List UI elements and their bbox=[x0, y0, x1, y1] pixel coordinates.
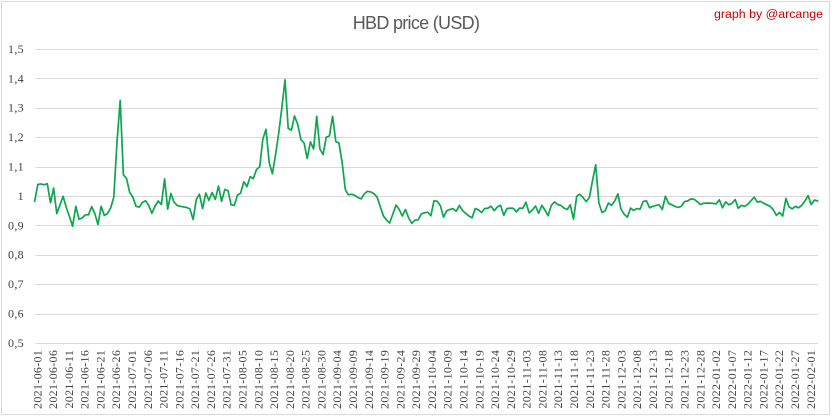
svg-text:2021-12-03: 2021-12-03 bbox=[614, 350, 628, 409]
svg-text:2021-12-18: 2021-12-18 bbox=[662, 350, 676, 409]
svg-text:2021-10-09: 2021-10-09 bbox=[441, 350, 455, 409]
svg-text:2021-07-16: 2021-07-16 bbox=[172, 350, 186, 409]
svg-text:2021-11-23: 2021-11-23 bbox=[583, 350, 597, 409]
svg-text:2021-08-05: 2021-08-05 bbox=[236, 350, 250, 409]
svg-text:2021-08-25: 2021-08-25 bbox=[299, 350, 313, 409]
svg-text:2021-12-13: 2021-12-13 bbox=[646, 350, 660, 409]
svg-text:0,5: 0,5 bbox=[8, 336, 24, 350]
svg-text:1,5: 1,5 bbox=[8, 42, 24, 56]
svg-text:2021-06-11: 2021-06-11 bbox=[62, 350, 76, 409]
svg-text:2021-06-26: 2021-06-26 bbox=[109, 350, 123, 409]
svg-text:2021-10-29: 2021-10-29 bbox=[504, 350, 518, 409]
svg-text:0,8: 0,8 bbox=[8, 248, 24, 262]
svg-text:2021-08-30: 2021-08-30 bbox=[314, 350, 328, 409]
svg-text:2022-01-17: 2022-01-17 bbox=[757, 350, 771, 409]
svg-text:1,1: 1,1 bbox=[8, 160, 24, 174]
svg-text:2021-12-28: 2021-12-28 bbox=[693, 350, 707, 409]
svg-text:2021-09-24: 2021-09-24 bbox=[393, 350, 407, 409]
svg-text:2021-11-18: 2021-11-18 bbox=[567, 350, 581, 409]
svg-text:2021-07-06: 2021-07-06 bbox=[141, 350, 155, 409]
svg-text:2021-09-09: 2021-09-09 bbox=[346, 350, 360, 409]
svg-text:1,4: 1,4 bbox=[8, 71, 24, 85]
svg-text:2021-12-08: 2021-12-08 bbox=[630, 350, 644, 409]
svg-text:2022-01-02: 2022-01-02 bbox=[709, 350, 723, 409]
svg-text:2021-06-06: 2021-06-06 bbox=[46, 350, 60, 409]
svg-text:2021-08-15: 2021-08-15 bbox=[267, 350, 281, 409]
svg-text:1: 1 bbox=[18, 189, 24, 203]
svg-text:2021-10-04: 2021-10-04 bbox=[425, 350, 439, 409]
svg-text:2022-01-27: 2022-01-27 bbox=[788, 350, 802, 409]
svg-text:2021-11-28: 2021-11-28 bbox=[599, 350, 613, 409]
svg-text:2021-08-20: 2021-08-20 bbox=[283, 350, 297, 409]
svg-text:2021-10-19: 2021-10-19 bbox=[472, 350, 486, 409]
svg-text:2021-09-19: 2021-09-19 bbox=[378, 350, 392, 409]
svg-text:2021-07-26: 2021-07-26 bbox=[204, 350, 218, 409]
svg-text:2021-12-23: 2021-12-23 bbox=[678, 350, 692, 409]
svg-text:2021-06-21: 2021-06-21 bbox=[93, 350, 107, 409]
svg-text:2021-07-31: 2021-07-31 bbox=[220, 350, 234, 409]
svg-text:2022-01-12: 2022-01-12 bbox=[741, 350, 755, 409]
svg-text:2021-11-13: 2021-11-13 bbox=[551, 350, 565, 409]
svg-text:2021-07-21: 2021-07-21 bbox=[188, 350, 202, 409]
svg-text:2022-01-22: 2022-01-22 bbox=[772, 350, 786, 409]
svg-text:2021-11-08: 2021-11-08 bbox=[536, 350, 550, 409]
svg-text:2021-09-29: 2021-09-29 bbox=[409, 350, 423, 409]
svg-text:0,9: 0,9 bbox=[8, 218, 24, 232]
svg-text:0,7: 0,7 bbox=[8, 277, 24, 291]
svg-text:2021-10-14: 2021-10-14 bbox=[457, 350, 471, 409]
svg-text:2021-08-10: 2021-08-10 bbox=[251, 350, 265, 409]
svg-text:2022-01-07: 2022-01-07 bbox=[725, 350, 739, 409]
svg-text:2021-06-01: 2021-06-01 bbox=[30, 350, 44, 409]
svg-text:2021-09-04: 2021-09-04 bbox=[330, 350, 344, 409]
svg-text:1,2: 1,2 bbox=[8, 130, 24, 144]
svg-text:2021-11-03: 2021-11-03 bbox=[520, 350, 534, 409]
svg-text:1,3: 1,3 bbox=[8, 101, 24, 115]
svg-text:0,6: 0,6 bbox=[8, 307, 24, 321]
svg-text:2021-07-11: 2021-07-11 bbox=[157, 350, 171, 409]
svg-text:2021-06-16: 2021-06-16 bbox=[78, 350, 92, 409]
svg-text:2021-07-01: 2021-07-01 bbox=[125, 350, 139, 409]
svg-text:2021-10-24: 2021-10-24 bbox=[488, 350, 502, 409]
svg-text:2022-02-01: 2022-02-01 bbox=[804, 350, 818, 409]
svg-text:2021-09-14: 2021-09-14 bbox=[362, 350, 376, 409]
